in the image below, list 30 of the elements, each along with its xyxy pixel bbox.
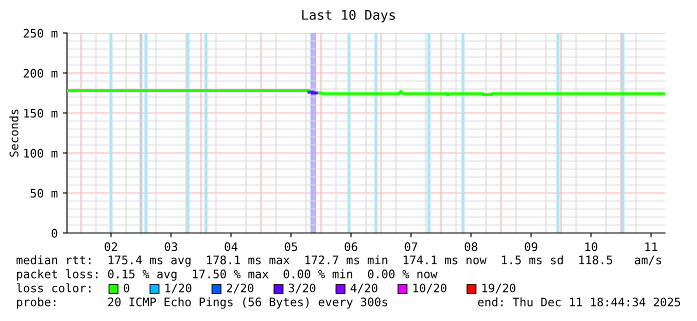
- y-tick-label: 150 m: [24, 108, 58, 118]
- text: end: Thu Dec 11 18:44:34 2025: [478, 297, 680, 306]
- y-tick-label: 50 m: [30, 188, 58, 198]
- legend-label: 19/20: [482, 284, 516, 294]
- legend-label: 0: [124, 284, 130, 292]
- x-tick-label: 09: [524, 242, 538, 252]
- x-tick-label: 03: [164, 242, 178, 252]
- text: probe: 20 ICMP Echo Pings (56 Bytes) every 300s: [17, 297, 388, 309]
- x-tick-label: 02: [104, 242, 118, 252]
- text: packet loss: 0.15 % avg 17.50 % max 0.00 % min 0.00 % now: [17, 269, 438, 281]
- text: median rtt: 175.4 ms avg 178.1 ms max 172.7 ms min 174.1 ms now 1.5 ms sd 118.5 am/s: [16, 255, 662, 267]
- legend-label: 3/20: [288, 284, 316, 294]
- x-tick-label: 04: [224, 242, 238, 252]
- y-tick-label: 0: [52, 228, 58, 238]
- legend-label: 1/20: [165, 284, 192, 294]
- y-tick-label: 250 m: [24, 28, 58, 38]
- x-tick-label: 10: [585, 242, 598, 252]
- legend-label: 2/20: [226, 284, 254, 294]
- y-tick-label: 200 m: [24, 68, 58, 78]
- x-tick-label: 07: [404, 242, 418, 252]
- legend-label: 10/20: [413, 284, 446, 294]
- legend-label: 4/20: [350, 284, 378, 294]
- legend-title: loss color:: [16, 283, 90, 292]
- y-tick-label: 100 m: [24, 148, 58, 158]
- x-tick-label: 08: [464, 242, 478, 252]
- x-tick-label: 05: [284, 242, 298, 252]
- x-tick-label: 06: [344, 242, 358, 252]
- y-axis-title: Seconds: [9, 110, 18, 157]
- chart-title: Last 10 Days: [302, 10, 395, 22]
- x-tick-label: 11: [645, 242, 658, 251]
